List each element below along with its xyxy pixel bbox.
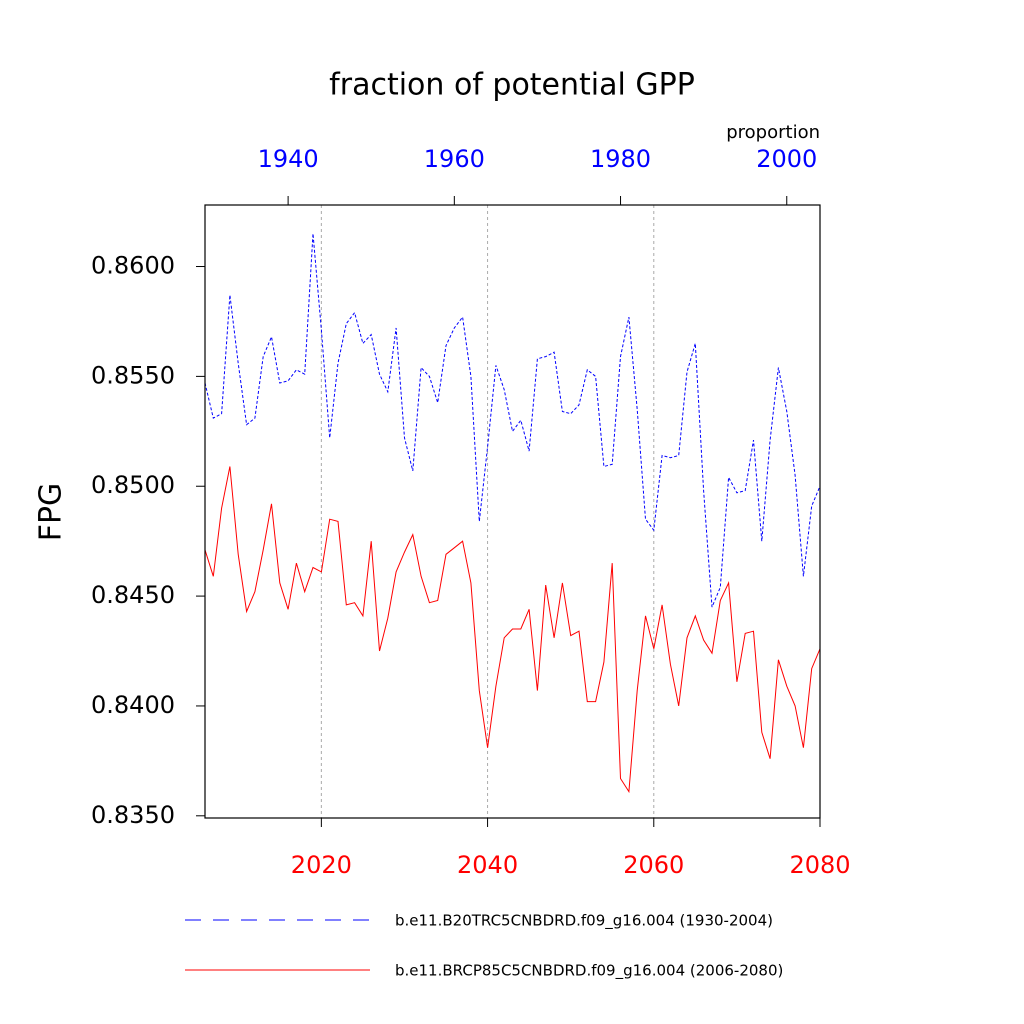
x-tick-label: 2060 — [623, 851, 684, 879]
legend-label: b.e11.BRCP85C5CNBDRD.f09_g16.004 (2006-2… — [395, 962, 783, 981]
plot-frame — [204, 204, 821, 819]
legend-label: b.e11.B20TRC5CNBDRD.f09_g16.004 (1930-20… — [395, 912, 773, 931]
y-tick-label: 0.8600 — [91, 252, 175, 280]
y-axis-label: FPG — [34, 483, 69, 542]
x-tick-label: 2040 — [457, 851, 518, 879]
x2-tick-label: 2000 — [756, 145, 817, 173]
series-line — [204, 466, 821, 794]
y-tick-label: 0.8350 — [91, 801, 175, 829]
x-tick-label: 2020 — [291, 851, 352, 879]
subtitle: proportion — [726, 122, 820, 143]
y-tick-label: 0.8400 — [91, 691, 175, 719]
x2-tick-label: 1960 — [424, 145, 485, 173]
x-tick-label: 2080 — [789, 851, 850, 879]
x2-tick-label: 1980 — [590, 145, 651, 173]
series-line — [204, 233, 821, 608]
y-tick-label: 0.8500 — [91, 471, 175, 499]
y-tick-label: 0.8450 — [91, 581, 175, 609]
y-tick-label: 0.8550 — [91, 361, 175, 389]
x2-tick-label: 1940 — [258, 145, 319, 173]
chart-title: fraction of potential GPP — [329, 68, 695, 103]
